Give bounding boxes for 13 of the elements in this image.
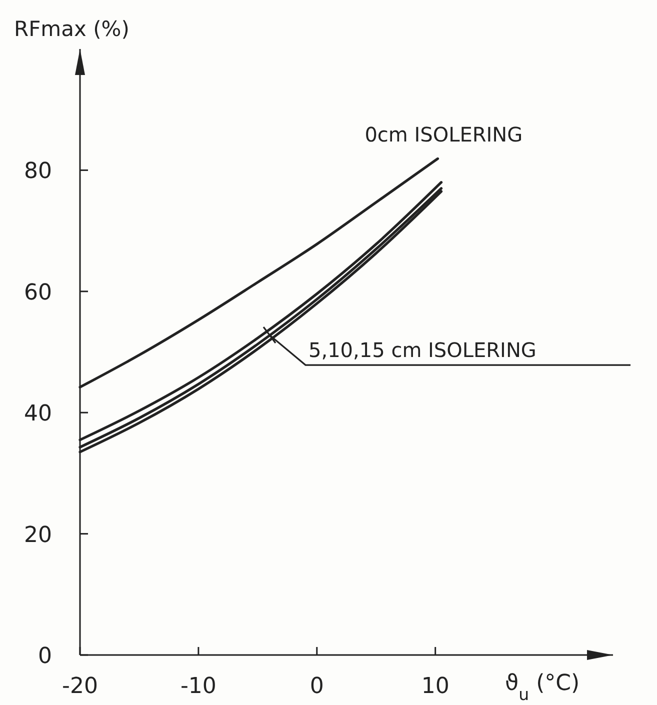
x-tick-label: -10 bbox=[180, 674, 216, 699]
x-tick-label: 10 bbox=[421, 674, 450, 699]
x-tick-label: 0 bbox=[310, 674, 324, 699]
x-tick-label: -20 bbox=[62, 674, 98, 699]
y-tick-label: 40 bbox=[24, 402, 52, 427]
annotation: 0cm ISOLERING bbox=[364, 122, 523, 147]
y-tick-label: 20 bbox=[24, 522, 52, 548]
x-axis-title: ϑ$_{u}$ (°C) bbox=[505, 671, 580, 704]
y-tick-label: 60 bbox=[24, 280, 52, 306]
y-tick-label: 0 bbox=[38, 644, 52, 669]
annotation: 5,10,15 cm ISOLERING bbox=[308, 338, 536, 362]
y-axis-title: RFmax (%) bbox=[14, 17, 130, 41]
y-tick-label: 80 bbox=[24, 159, 52, 184]
